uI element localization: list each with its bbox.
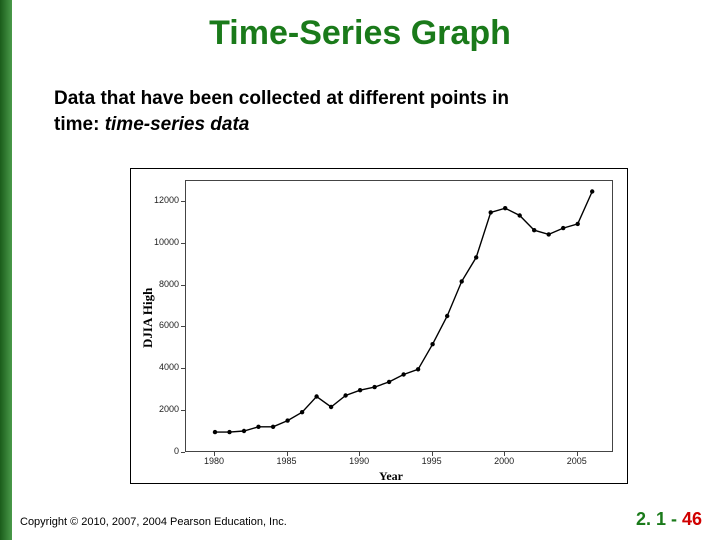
chart-ylabel: DJIA High — [140, 288, 156, 348]
data-point — [227, 430, 231, 434]
data-point — [503, 206, 507, 210]
data-point — [300, 410, 304, 414]
subtitle: Data that have been collected at differe… — [54, 86, 674, 137]
ytick-label: 6000 — [159, 320, 179, 330]
data-point — [561, 226, 565, 230]
ytick-label: 0 — [174, 446, 179, 456]
xtick-mark — [359, 452, 360, 456]
data-point — [576, 222, 580, 226]
data-point — [314, 394, 318, 398]
xtick-label: 2005 — [567, 456, 587, 466]
ytick-mark — [181, 368, 185, 369]
xtick-label: 1990 — [349, 456, 369, 466]
data-point — [285, 418, 289, 422]
ytick-mark — [181, 201, 185, 202]
data-point — [590, 189, 594, 193]
page-title: Time-Series Graph — [0, 14, 720, 53]
xtick-mark — [432, 452, 433, 456]
data-point — [474, 255, 478, 259]
page-num: 46 — [682, 509, 702, 529]
ytick-mark — [181, 285, 185, 286]
ytick-label: 10000 — [154, 237, 179, 247]
data-point — [489, 210, 493, 214]
data-point — [329, 405, 333, 409]
xtick-label: 1985 — [277, 456, 297, 466]
page-number: 2. 1 - 46 — [636, 509, 702, 530]
chart-plot-area — [185, 180, 613, 452]
ytick-mark — [181, 410, 185, 411]
subtitle-line2a: time: — [54, 114, 105, 135]
ytick-label: 2000 — [159, 404, 179, 414]
ytick-label: 4000 — [159, 362, 179, 372]
data-point — [372, 385, 376, 389]
left-gradient-bar — [0, 0, 12, 540]
line-series — [215, 192, 592, 433]
subtitle-line1: Data that have been collected at differe… — [54, 88, 509, 109]
line-chart-svg — [186, 181, 614, 453]
data-point — [256, 425, 260, 429]
data-point — [271, 425, 275, 429]
subtitle-emph: time-series data — [105, 114, 250, 135]
data-point — [430, 342, 434, 346]
xtick-label: 2000 — [494, 456, 514, 466]
xtick-label: 1980 — [204, 456, 224, 466]
xtick-mark — [287, 452, 288, 456]
chart-xlabel: Year — [379, 469, 403, 484]
ytick-mark — [181, 452, 185, 453]
ytick-label: 12000 — [154, 195, 179, 205]
data-point — [387, 380, 391, 384]
xtick-mark — [577, 452, 578, 456]
ytick-mark — [181, 326, 185, 327]
copyright-text: Copyright © 2010, 2007, 2004 Pearson Edu… — [20, 516, 287, 528]
data-point — [547, 232, 551, 236]
data-point — [401, 372, 405, 376]
xtick-label: 1995 — [422, 456, 442, 466]
data-point — [213, 430, 217, 434]
data-point — [416, 367, 420, 371]
data-point — [518, 213, 522, 217]
xtick-mark — [214, 452, 215, 456]
data-point — [242, 429, 246, 433]
xtick-mark — [504, 452, 505, 456]
data-point — [358, 388, 362, 392]
data-point — [445, 314, 449, 318]
data-point — [343, 393, 347, 397]
data-point — [460, 279, 464, 283]
data-point — [532, 228, 536, 232]
ytick-mark — [181, 243, 185, 244]
page-section: 2. 1 - — [636, 509, 682, 529]
ytick-label: 8000 — [159, 279, 179, 289]
